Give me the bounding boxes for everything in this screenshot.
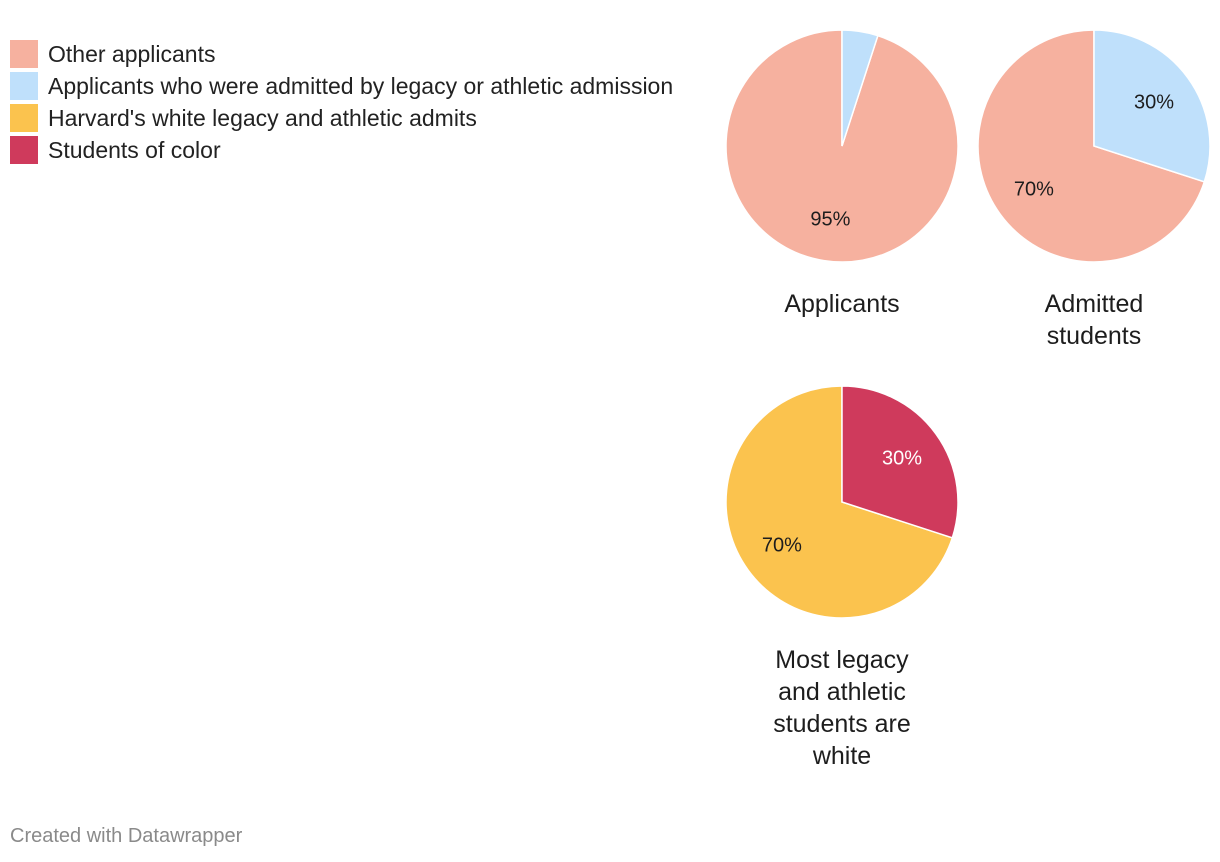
legend-item-white-legacy-athletic: Harvard's white legacy and athletic admi… xyxy=(10,102,673,134)
datawrapper-credit: Created with Datawrapper xyxy=(10,825,243,847)
pie-chart-applicants: 95% Applicants xyxy=(722,26,962,320)
legend-label: Other applicants xyxy=(48,40,216,67)
pie-slice-applicants-who-were-admitted-by-legacy-or-athletic-admission xyxy=(1093,29,1211,183)
legend-label: Harvard's white legacy and athletic admi… xyxy=(48,104,477,131)
pie-applicants-svg: 95% xyxy=(725,29,959,263)
slice-value-label: 70% xyxy=(762,535,802,557)
pie-title-admitted: Admitted students xyxy=(1044,290,1144,350)
pie-slice-students-of-color xyxy=(841,385,959,539)
pie-admitted-svg: 70% 30% xyxy=(977,29,1211,263)
legend-item-students-of-color: Students of color xyxy=(10,134,673,166)
legend-swatch xyxy=(10,72,38,100)
legend-item-other-applicants: Other applicants xyxy=(10,38,673,70)
slice-value-label: 30% xyxy=(1134,91,1174,113)
pie-slice-other-applicants xyxy=(977,29,1206,263)
pie-chart-legacy-athletic: 70% 30% Most legacy and athletic students… xyxy=(722,382,962,772)
legend-swatch xyxy=(10,104,38,132)
slice-value-label: 30% xyxy=(882,447,922,469)
legend-swatch xyxy=(10,136,38,164)
pie-slice-applicants-who-were-admitted-by-legacy-or-athletic-admission xyxy=(841,29,879,147)
pie-chart-admitted-students: 70% 30% Admitted students xyxy=(974,26,1214,352)
legend-label: Students of color xyxy=(48,136,221,163)
pie-slice-harvard-s-white-legacy-and-athletic-admits xyxy=(725,385,954,619)
legend-item-legacy-athletic-admitted: Applicants who were admitted by legacy o… xyxy=(10,70,673,102)
legend-label: Applicants who were admitted by legacy o… xyxy=(48,72,674,99)
pie-title-legacy: Most legacy and athletic students are wh… xyxy=(773,646,911,770)
pie-title-applicants: Applicants xyxy=(784,290,900,318)
slice-value-label: 95% xyxy=(810,208,850,230)
slice-value-label: 70% xyxy=(1014,179,1054,201)
legend: Other applicants Applicants who were adm… xyxy=(10,38,673,166)
pie-legacy-svg: 70% 30% xyxy=(725,385,959,619)
legend-swatch xyxy=(10,40,38,68)
